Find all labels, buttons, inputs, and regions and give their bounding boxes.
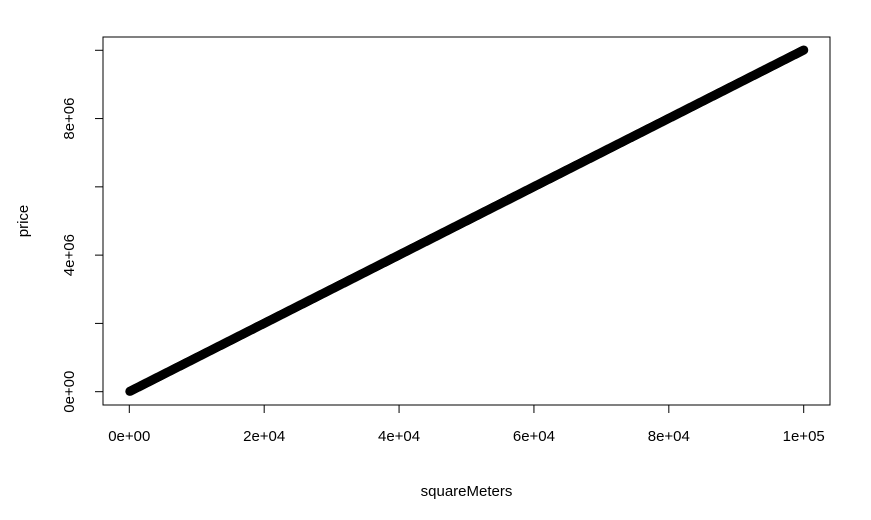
y-tick-label: 4e+06 (61, 234, 78, 276)
x-tick-label: 2e+04 (243, 428, 285, 445)
x-tick-label: 8e+04 (648, 428, 690, 445)
x-tick-label: 1e+05 (783, 428, 825, 445)
x-tick-label: 6e+04 (513, 428, 555, 445)
y-axis-label: price (15, 205, 32, 238)
y-tick-label: 8e+06 (61, 97, 78, 139)
x-tick-label: 0e+00 (108, 428, 150, 445)
x-axis-label: squareMeters (421, 483, 513, 500)
x-tick-label: 4e+04 (378, 428, 420, 445)
y-axis: 0e+00 4e+06 8e+06 (61, 49, 104, 413)
y-tick-label: 0e+00 (61, 371, 78, 413)
data-points (125, 45, 809, 396)
x-axis: 0e+00 2e+04 4e+04 6e+04 8e+04 1e+05 (108, 404, 825, 445)
data-point (799, 45, 809, 55)
